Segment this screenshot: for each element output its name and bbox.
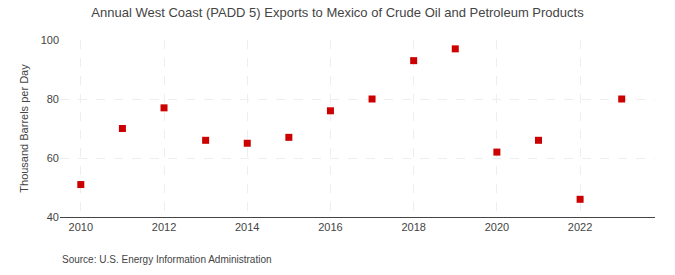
svg-text:Source: U.S. Energy Informatio: Source: U.S. Energy Information Administ… [62,254,272,265]
svg-text:Thousand Barrels per Day: Thousand Barrels per Day [18,64,30,193]
svg-text:2012: 2012 [152,221,176,233]
svg-text:2020: 2020 [485,221,509,233]
svg-text:2014: 2014 [235,221,259,233]
svg-text:2016: 2016 [318,221,342,233]
svg-text:100: 100 [41,34,59,46]
svg-text:2018: 2018 [401,221,425,233]
svg-text:40: 40 [47,211,59,223]
svg-text:60: 60 [47,152,59,164]
svg-text:2022: 2022 [568,221,592,233]
svg-text:80: 80 [47,93,59,105]
svg-text:2010: 2010 [69,221,93,233]
svg-text:Annual West Coast (PADD 5) Exp: Annual West Coast (PADD 5) Exports to Me… [91,5,584,20]
